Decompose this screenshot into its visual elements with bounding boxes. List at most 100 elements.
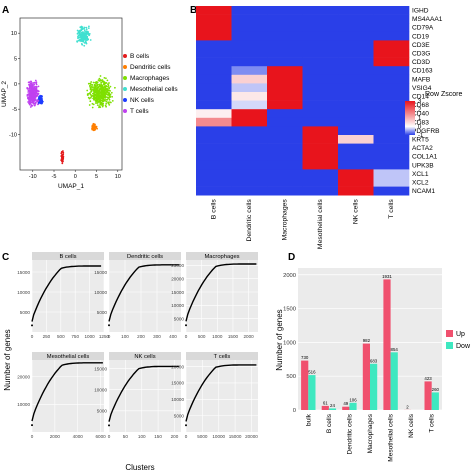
umap-point: [96, 99, 99, 101]
heatmap-cell: [231, 40, 268, 50]
heatmap-cell: [196, 143, 232, 153]
umap-point: [104, 104, 107, 107]
heatmap-cell: [373, 92, 410, 101]
umap-point: [34, 79, 37, 82]
umap-point: [92, 95, 94, 97]
bar-legend: Up Dow: [446, 330, 471, 350]
umap-point: [85, 42, 88, 45]
heatmap-cell: [196, 126, 232, 136]
heatmap-row-label: MS4AAA1: [412, 16, 443, 23]
heatmap-cell: [196, 160, 232, 170]
heatmap-cell: [196, 6, 232, 15]
umap-point: [88, 34, 90, 37]
umap-point: [91, 106, 94, 109]
heatmap-cell: [373, 117, 410, 127]
heatmap-cell: [267, 6, 303, 15]
heatmap-cell: [302, 100, 339, 110]
umap-point: [83, 29, 86, 32]
bar-value-label: 854: [391, 347, 399, 352]
heatmap-cell: [231, 160, 268, 170]
heatmap-cell: [267, 14, 303, 24]
bar: [308, 375, 316, 410]
umap-point: [62, 151, 65, 154]
facet-strip: [109, 352, 181, 360]
umap-point: [83, 27, 85, 30]
bar-ylabel: Number of genes: [275, 309, 284, 370]
heatmap-row-label: XCL1: [412, 171, 429, 178]
bar-ytick-label: 1000: [283, 340, 296, 346]
umap-point: [90, 81, 93, 83]
heatmap-cell: [231, 14, 268, 24]
bar: [328, 408, 337, 410]
heatmap-cell: [338, 143, 374, 153]
umap-legend-label: Mesothelial cells: [130, 86, 178, 93]
heatmap-cell: [231, 143, 268, 153]
facet-xtick-label: 100: [121, 334, 129, 339]
umap-point: [85, 26, 88, 29]
umap-point: [88, 25, 90, 28]
facet-strip: [109, 252, 181, 260]
facet-curve: [185, 263, 257, 322]
umap-point: [101, 99, 103, 102]
umap-point: [35, 99, 38, 102]
heatmap-row-label: CD83: [412, 119, 429, 126]
umap-point: [35, 85, 37, 88]
bar: [383, 279, 391, 410]
umap-point: [97, 86, 99, 89]
facet-ytick-label: 15000: [171, 381, 184, 386]
heatmap-cell: [302, 117, 339, 127]
facet-xtick-label: 1250: [99, 334, 110, 339]
facet-xtick-label: 500: [198, 334, 206, 339]
panel-b: B IGHDMS4AAA1CD79ACD19CD3ECD3GCD3DCD163M…: [190, 5, 462, 249]
heatmap-cell: [373, 160, 410, 170]
umap-point: [102, 90, 104, 93]
umap-legend-swatch: [123, 109, 127, 113]
heatmap-cell: [338, 100, 374, 110]
panel-d: D 0 500 1000 1500 2000 730 516 bulk 61 24 B cells 4…: [275, 252, 471, 462]
umap-point: [91, 84, 94, 86]
bar: [390, 352, 398, 410]
umap-point: [37, 90, 40, 93]
umap-ytick-label: 10: [11, 31, 17, 37]
umap-point: [105, 100, 108, 103]
facet-xtick-label: 10000: [212, 434, 225, 439]
umap-point: [97, 100, 100, 103]
umap-point: [78, 33, 81, 36]
facet-xtick-label: 400: [169, 334, 177, 339]
umap-xtick-label: 10: [115, 174, 121, 180]
heatmap-cell: [267, 23, 303, 33]
facet-xtick-label: 0: [185, 334, 188, 339]
umap-point: [99, 98, 102, 101]
bar: [349, 402, 357, 410]
umap-point: [103, 98, 105, 101]
heatmap-cell: [302, 6, 339, 15]
umap-point: [89, 82, 92, 85]
heatmap-cell: [267, 57, 303, 67]
facet-xtick-label: 1500: [228, 334, 239, 339]
umap-point: [41, 101, 44, 104]
heatmap-cell: [373, 6, 410, 15]
facet-xtick-label: 500: [57, 334, 65, 339]
heatmap-cell: [302, 49, 339, 58]
umap-point: [31, 93, 34, 95]
facet-ytick-label: 5000: [97, 310, 108, 315]
heatmap-cell: [373, 109, 410, 119]
umap-point: [61, 159, 64, 161]
umap-point: [106, 79, 109, 82]
umap-point: [98, 80, 101, 82]
umap-point: [29, 98, 31, 101]
umap-point: [32, 95, 34, 98]
heatmap-cell: [338, 92, 374, 101]
umap-point: [102, 104, 104, 107]
umap-point: [28, 96, 31, 99]
heatmap-cell: [231, 23, 268, 33]
heatmap-cell: [231, 66, 268, 76]
facet-strip: [32, 252, 104, 260]
umap-point: [30, 105, 33, 107]
umap-point: [109, 101, 111, 103]
facet-xtick-label: 300: [153, 334, 161, 339]
facet-panel: [186, 260, 258, 332]
heatmap-cell: [302, 14, 339, 24]
